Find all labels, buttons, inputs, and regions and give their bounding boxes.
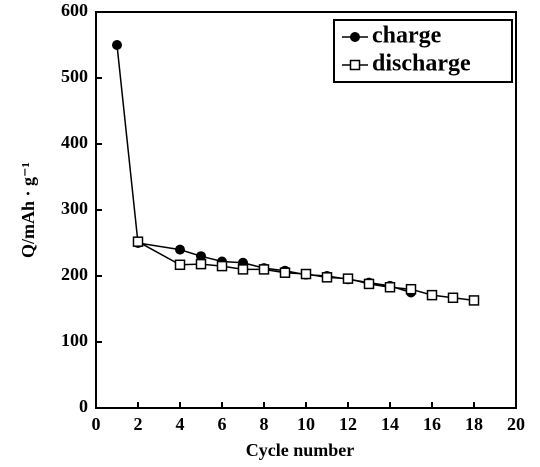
legend-label: charge [372, 23, 442, 49]
y-tick-label: 300 [61, 198, 88, 218]
x-tick-label: 12 [339, 414, 357, 434]
point [132, 236, 144, 247]
y-tick-label: 0 [79, 396, 88, 416]
point [196, 251, 206, 262]
y-axis-label: Q/mAh · g⁻¹ [18, 162, 38, 258]
y-tick-label: 200 [61, 264, 88, 284]
x-tick-label: 14 [381, 414, 399, 434]
point [468, 295, 480, 306]
series-line [137, 241, 475, 302]
point [279, 267, 291, 278]
point [447, 292, 459, 304]
point [300, 268, 312, 280]
point [258, 264, 270, 275]
point [342, 273, 354, 284]
x-tick-label: 10 [297, 414, 315, 434]
point [174, 259, 186, 271]
legend-marker [350, 32, 360, 42]
point [426, 289, 438, 301]
point [112, 40, 122, 50]
point [175, 244, 185, 255]
legend-label: discharge [372, 51, 471, 77]
point [363, 278, 375, 290]
point [216, 260, 228, 272]
x-tick-label: 4 [176, 414, 185, 434]
x-tick-label: 20 [507, 414, 525, 434]
x-tick-label: 16 [423, 414, 441, 434]
x-tick-label: 8 [260, 414, 269, 434]
point [384, 281, 396, 293]
y-tick-label: 500 [61, 66, 88, 86]
point [405, 283, 417, 295]
x-axis-label: Cycle number [246, 440, 354, 460]
x-tick-label: 6 [218, 414, 227, 434]
x-tick-label: 2 [134, 414, 143, 434]
point [321, 272, 333, 283]
x-tick-label: 0 [92, 414, 101, 434]
y-tick-label: 100 [61, 330, 88, 350]
x-tick-label: 18 [465, 414, 483, 434]
y-tick-label: 600 [61, 0, 88, 20]
point [195, 258, 207, 270]
point [237, 264, 249, 275]
legend-box [333, 19, 513, 83]
y-tick-label: 400 [61, 132, 88, 152]
legend-marker [349, 59, 361, 71]
